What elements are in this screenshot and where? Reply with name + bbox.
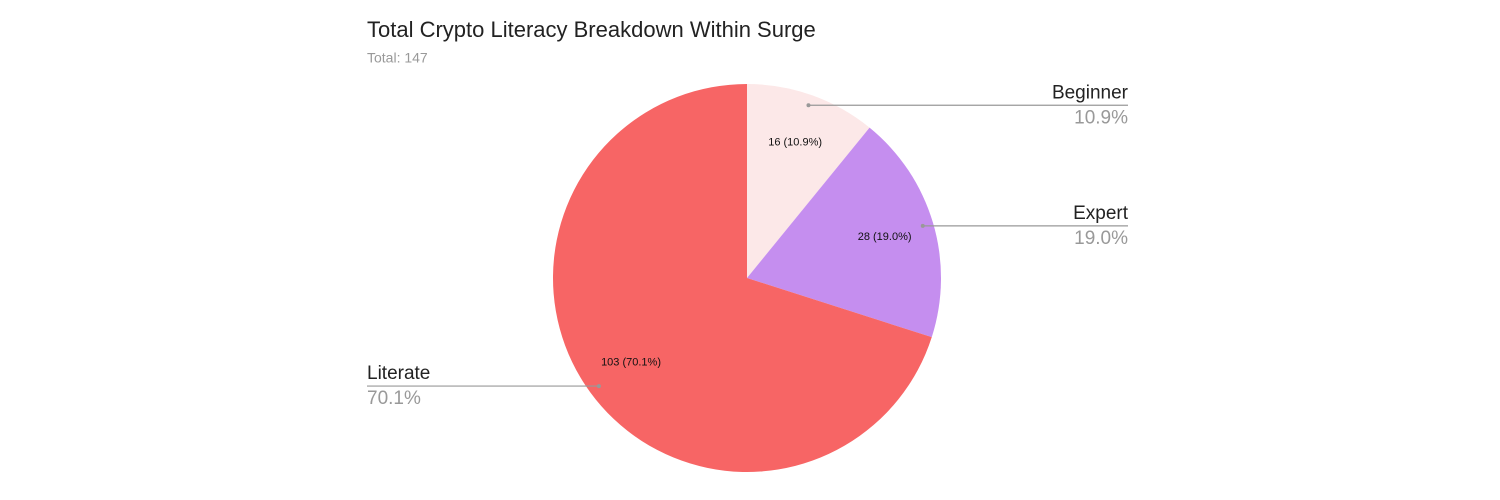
- pie-slice: [552, 84, 932, 472]
- chart-title: Total Crypto Literacy Breakdown Within S…: [367, 17, 816, 42]
- legend-label: Beginner: [1052, 82, 1129, 103]
- pie-slice: [747, 84, 870, 278]
- legend-percent: 70.1%: [367, 388, 421, 409]
- callout-dot: [596, 384, 601, 389]
- callout-dot: [806, 103, 811, 108]
- slice-label: 28 (19.0%): [858, 231, 912, 243]
- slice-label: 16 (10.9%): [768, 137, 822, 149]
- legend-percent: 19.0%: [1074, 228, 1128, 249]
- callout-dot: [920, 223, 925, 228]
- chart-subtitle: Total: 147: [367, 50, 428, 66]
- pie-slice: [747, 127, 941, 338]
- legend-label: Expert: [1073, 203, 1129, 224]
- legend-percent: 10.9%: [1074, 107, 1128, 128]
- legend-label: Literate: [367, 363, 430, 384]
- slice-label: 103 (70.1%): [601, 357, 661, 369]
